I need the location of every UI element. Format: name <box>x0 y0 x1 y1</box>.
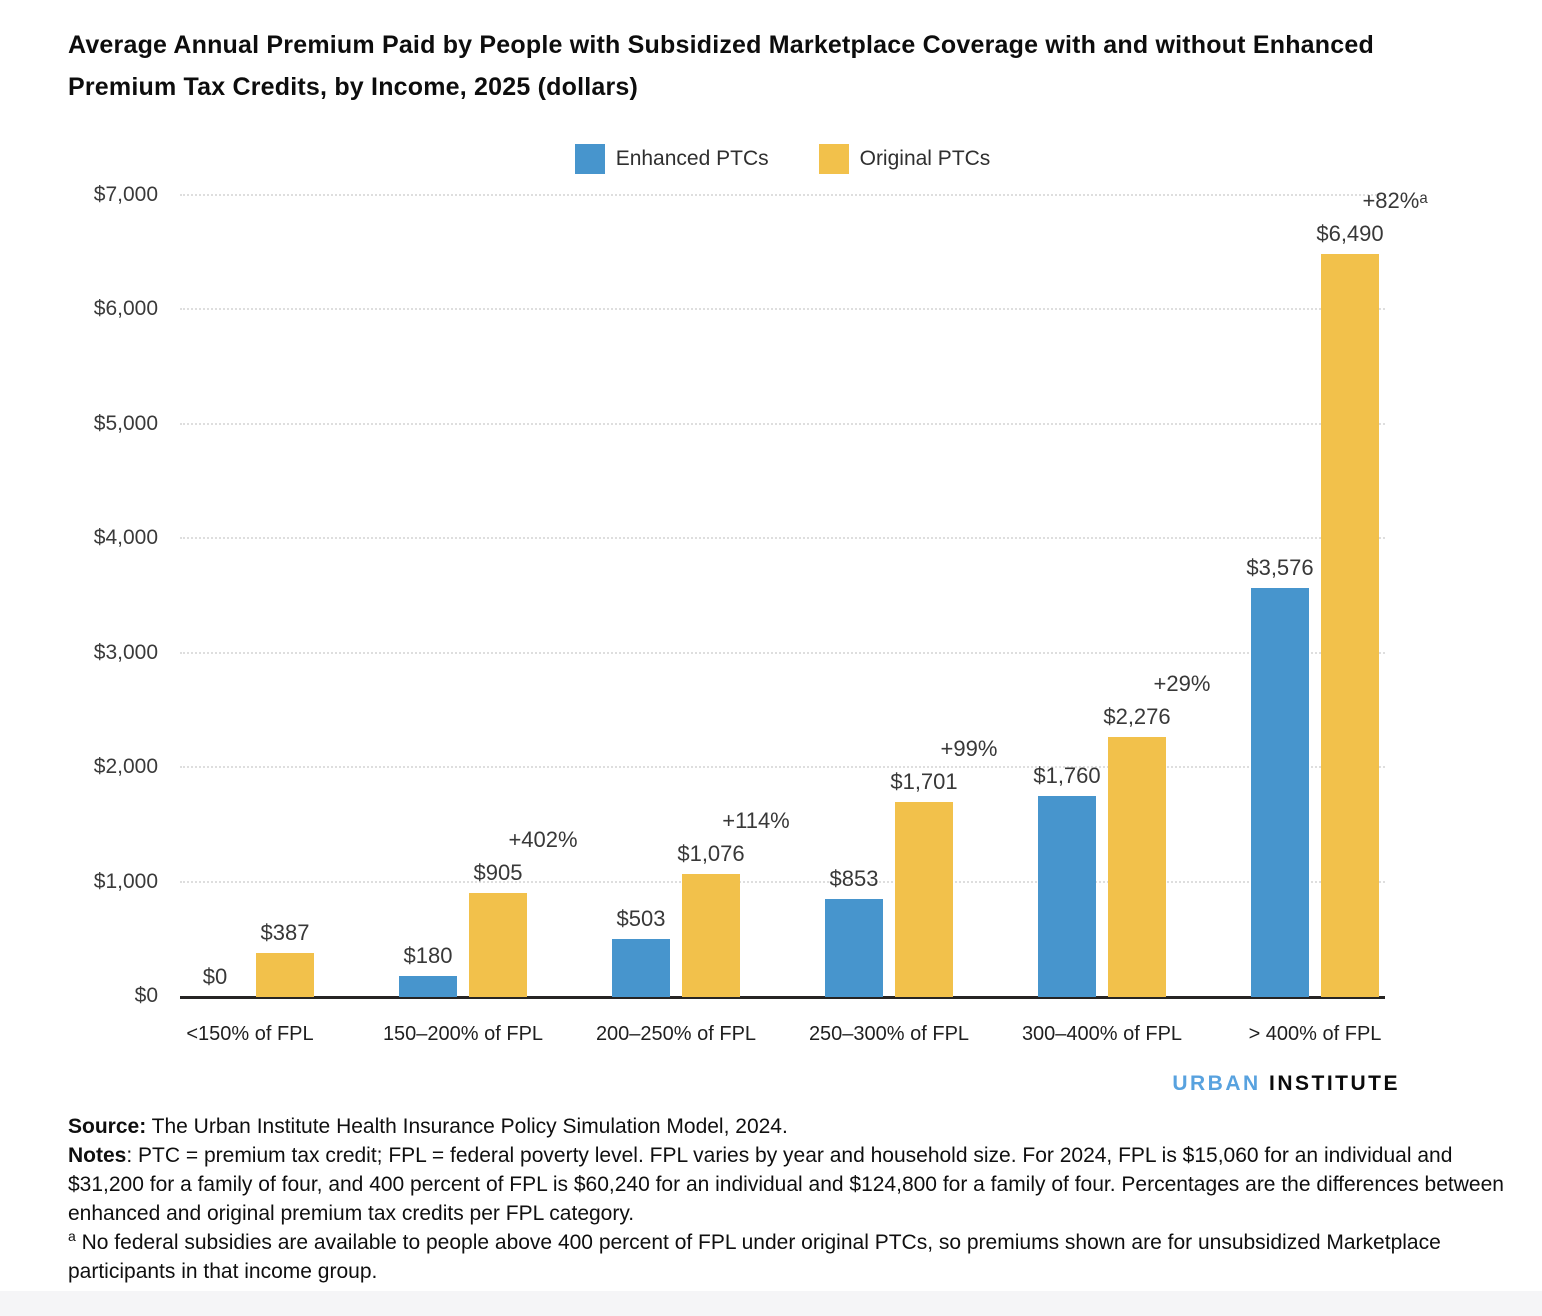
percent-change-label: +402% <box>508 827 578 853</box>
legend: Enhanced PTCs Original PTCs <box>180 142 1385 176</box>
bar-value-label: $387 <box>260 919 310 945</box>
urban-institute-logo: URBAN INSTITUTE <box>900 1072 1400 1096</box>
bar-enhanced <box>612 939 670 997</box>
bar-value-label: $1,076 <box>677 840 745 866</box>
bar-value-label: $503 <box>616 906 666 932</box>
y-tick-label: $2,000 <box>93 755 158 779</box>
bar-value-label: $6,490 <box>1316 221 1384 247</box>
gridline <box>180 194 1385 196</box>
y-tick-label: $6,000 <box>93 297 158 321</box>
percent-change-label: +82%ᵃ <box>1362 188 1428 214</box>
percent-change-label: +114% <box>722 807 790 833</box>
source-text: The Urban Institute Health Insurance Pol… <box>146 1115 788 1138</box>
x-axis-category-label: <150% of FPL <box>186 1023 314 1045</box>
legend-label: Original PTCs <box>859 147 991 170</box>
footnote-line: a No federal subsidies are available to … <box>68 1228 1513 1286</box>
x-axis-labels: <150% of FPL 150–200% of FPL 200–250% of F… <box>180 1023 1385 1057</box>
x-axis-line <box>180 996 1385 999</box>
y-tick-label: $3,000 <box>93 640 158 664</box>
bar-original <box>682 873 740 997</box>
y-tick-label: $0 <box>134 984 158 1007</box>
bar-value-label: $1,701 <box>890 769 958 795</box>
gridline <box>180 766 1385 769</box>
x-axis-category-label: > 400% of FPL <box>1248 1023 1382 1045</box>
bar-value-label: $2,276 <box>1103 703 1171 729</box>
bar-value-label: $180 <box>403 943 453 969</box>
source-line: Source: The Urban Institute Health Insur… <box>68 1112 1513 1141</box>
y-tick-label: $7,000 <box>93 183 158 206</box>
bar-original <box>256 952 314 997</box>
legend-item-original: Original PTCs <box>818 144 991 174</box>
bar-original <box>1321 254 1379 997</box>
logo-word-urban: URBAN <box>1172 1072 1261 1095</box>
enhanced-swatch-icon <box>574 144 605 174</box>
bar-value-label: $0 <box>202 964 228 989</box>
x-axis-category-label: 150–200% of FPL <box>382 1023 544 1045</box>
x-axis-category-label: 200–250% of FPL <box>595 1023 757 1045</box>
y-tick-label: $1,000 <box>93 869 158 893</box>
legend-item-enhanced: Enhanced PTCs <box>574 144 769 174</box>
notes-label: Notes <box>68 1144 127 1167</box>
notes-line: Notes: PTC = premium tax credit; FPL = f… <box>68 1141 1513 1228</box>
notes-text: : PTC = premium tax credit; FPL = federa… <box>68 1144 1504 1225</box>
bar-original <box>1108 736 1166 997</box>
gridline <box>180 537 1385 540</box>
bar-value-label: $1,760 <box>1033 762 1101 788</box>
percent-change-label: +99% <box>940 736 998 762</box>
footnote-text: No federal subsidies are available to pe… <box>68 1231 1441 1283</box>
y-tick-label: $4,000 <box>93 526 158 550</box>
x-axis-category-label: 300–400% of FPL <box>1021 1023 1183 1045</box>
source-label: Source: <box>68 1115 147 1138</box>
page-title: Average Annual Premium Paid by People wi… <box>68 31 1374 101</box>
bar-value-label: $3,576 <box>1246 554 1314 580</box>
original-swatch-icon <box>818 144 849 174</box>
percent-change-label: +29% <box>1153 670 1211 696</box>
bar-enhanced <box>1251 587 1309 997</box>
gridline <box>180 651 1385 654</box>
bar-enhanced <box>825 899 883 997</box>
bar-value-label: $853 <box>829 866 879 892</box>
bar-original <box>469 893 527 997</box>
bar-value-label: $905 <box>473 860 523 886</box>
legend-label: Enhanced PTCs <box>615 147 769 170</box>
gridline <box>180 308 1385 311</box>
y-axis: $0 $1,000 $2,000 $3,000 $4,000 $5,000 $6,000 $7… <box>40 183 158 1007</box>
bar-enhanced <box>399 976 457 997</box>
y-tick-label: $5,000 <box>93 411 158 435</box>
logo-word-institute: INSTITUTE <box>1269 1072 1400 1095</box>
bar-original <box>895 802 953 997</box>
page-bottom-strip <box>0 1291 1542 1316</box>
footnote-marker: a <box>68 1228 76 1244</box>
gridline <box>180 422 1385 425</box>
bar-enhanced <box>1038 795 1096 997</box>
x-axis-category-label: 250–300% of FPL <box>808 1023 970 1045</box>
plot-area: $0 $387 $180 $905 +402% $503 $1,076 +114% $853 $1… <box>180 189 1428 999</box>
footer-notes: Source: The Urban Institute Health Insur… <box>68 1112 1513 1286</box>
gridline <box>180 880 1385 883</box>
